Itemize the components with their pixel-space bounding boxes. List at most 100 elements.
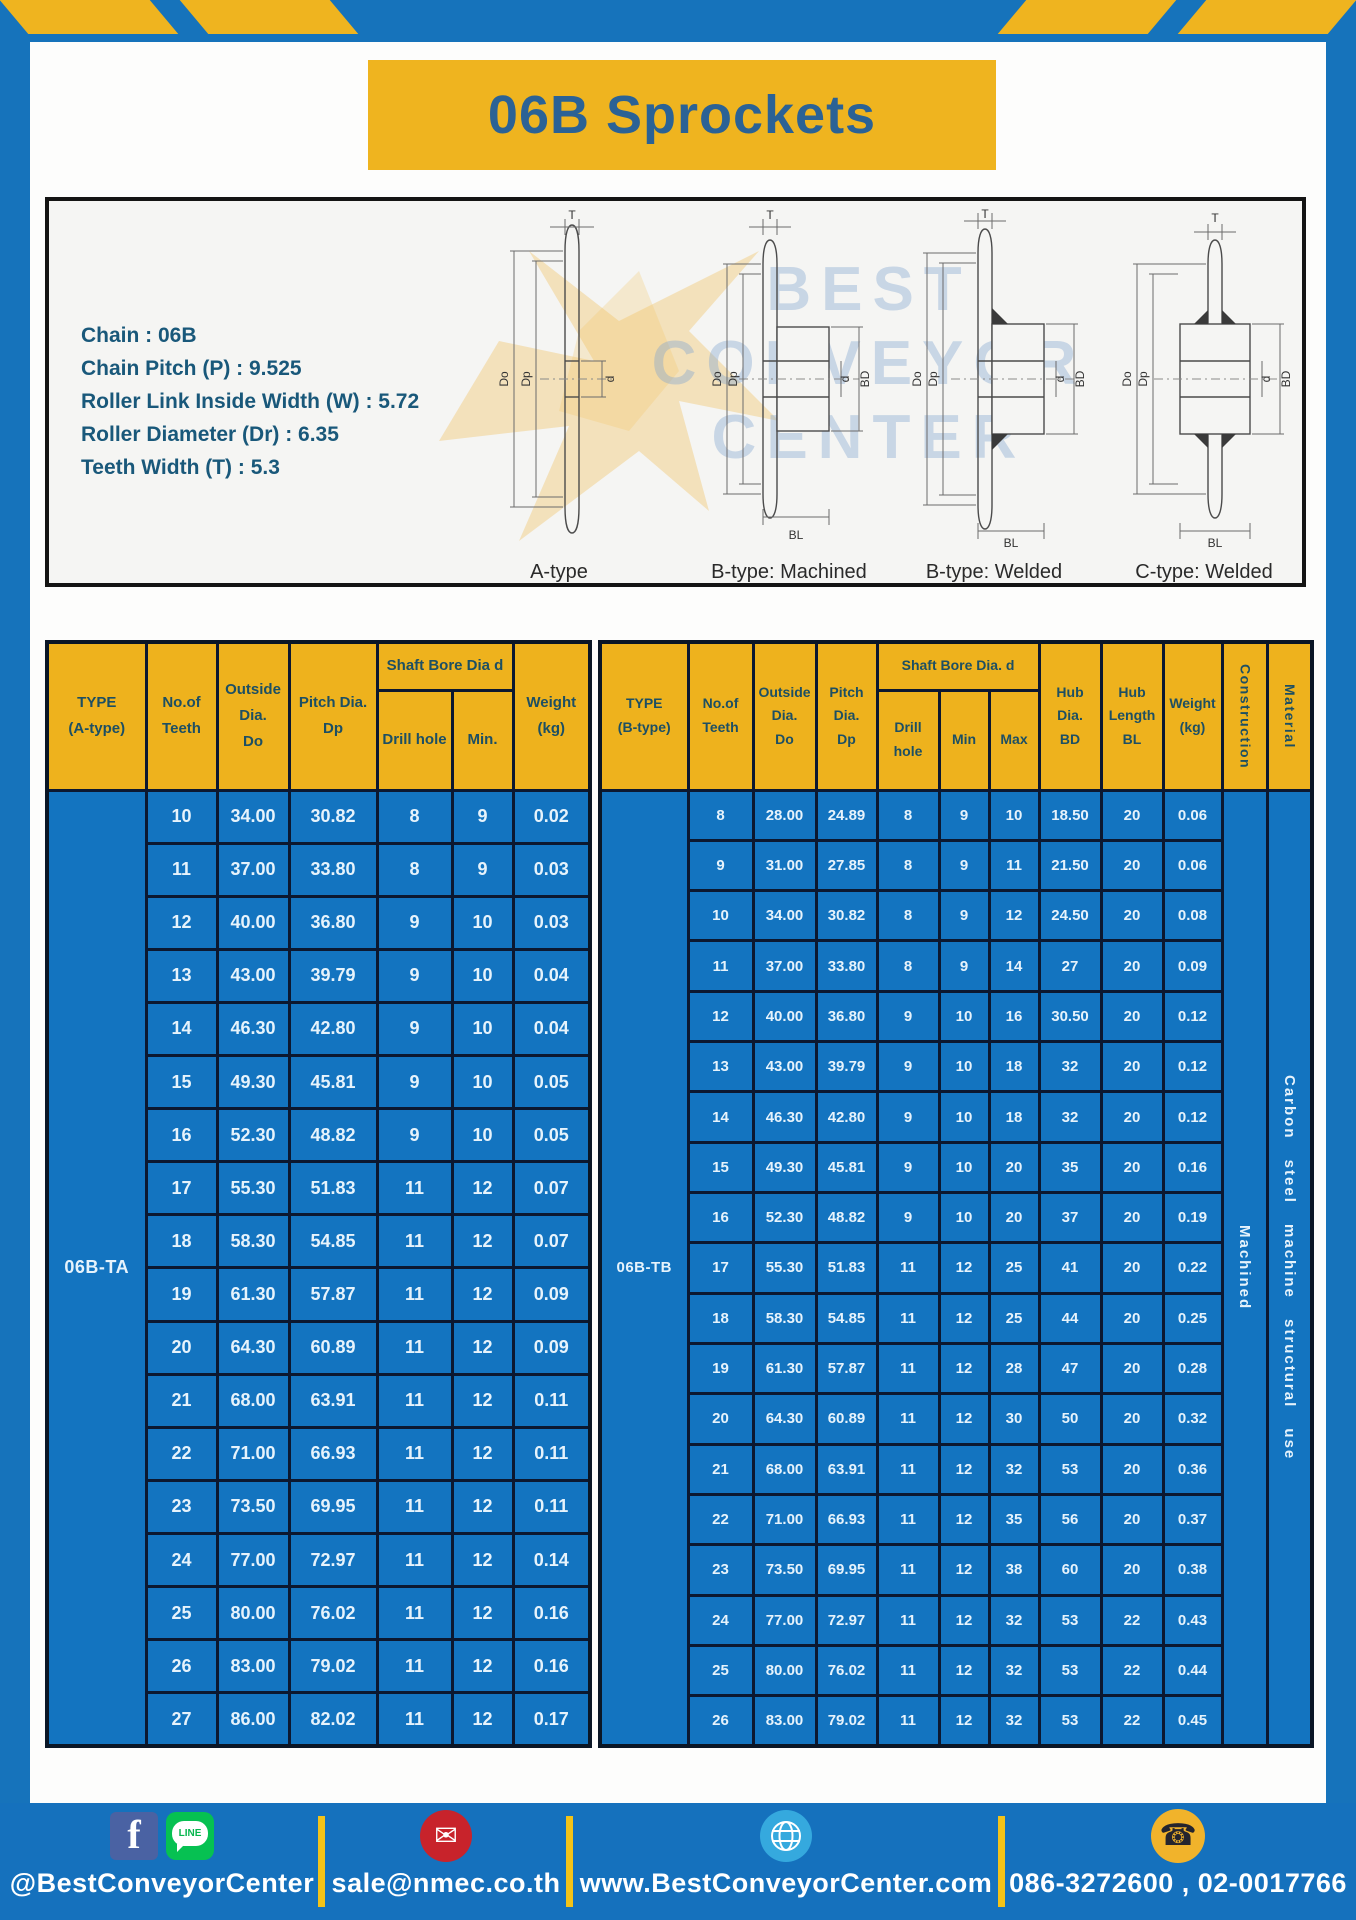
data-cell: 0.04	[511, 1000, 592, 1058]
data-cell: 14	[686, 1090, 755, 1144]
sprocket-table-a-type: TYPE (A-type) No.of Teeth Outside Dia. D…	[45, 640, 592, 1748]
data-cell: 22	[686, 1492, 755, 1547]
data-cell: 71.00	[215, 1425, 291, 1482]
data-cell: 30.50	[1037, 989, 1103, 1044]
data-cell: 9	[875, 1040, 941, 1094]
figure-label-a-type: A-type	[530, 561, 588, 583]
data-cell: 11	[144, 841, 219, 898]
data-cell: 79.02	[287, 1638, 379, 1695]
data-cell: 0.11	[511, 1372, 592, 1429]
data-cell: 32	[987, 1593, 1041, 1647]
col-header-construction: Construction	[1220, 640, 1269, 792]
table-row: 15 49.30 45.81 9 10 0.05	[47, 1054, 592, 1111]
svg-text:T: T	[766, 209, 774, 222]
data-cell: 9	[875, 1090, 941, 1144]
data-cell: 17	[144, 1160, 219, 1217]
data-cell: 9	[375, 894, 454, 951]
table-row: 21 68.00 63.91 11 12 0.11	[47, 1372, 592, 1429]
table-row: 10 34.00 30.82 8 9 12 24.50 20 0.08	[600, 889, 1312, 943]
table-b-body: 06B-TB 8 28.00 24.89 8 9 10 18.50 20 0.06 Machined…	[598, 788, 1314, 1748]
data-cell: 10	[686, 889, 755, 943]
sprocket-cross-section	[1154, 239, 1281, 519]
sprocket-table-b-type: TYPE (B-type) No.of Teeth Outside Dia. D…	[598, 640, 1315, 1748]
data-cell: 11	[375, 1266, 454, 1323]
data-cell: 0.07	[511, 1160, 592, 1217]
data-cell: 12	[450, 1532, 515, 1589]
data-cell: 42.80	[814, 1090, 879, 1144]
table-row: 22 71.00 66.93 11 12 0.11	[47, 1425, 592, 1482]
col-header-drill-hole: Drill hole	[375, 688, 454, 792]
data-cell: 0.06	[1161, 788, 1224, 842]
data-cell: 44	[1037, 1291, 1103, 1345]
decorative-stripe	[1177, 0, 1356, 34]
data-cell: 20	[1099, 838, 1165, 893]
table-row: 27 86.00 82.02 11 12 0.17	[47, 1691, 592, 1748]
data-cell: 20	[1099, 1090, 1165, 1144]
figure-label-c-welded: C-type: Welded	[1135, 561, 1273, 583]
data-cell: 12	[937, 1442, 991, 1496]
data-cell: 20	[1099, 1341, 1165, 1396]
data-cell: 82.02	[287, 1691, 379, 1748]
data-cell: 14	[987, 939, 1041, 993]
data-cell: 9	[937, 939, 991, 993]
data-cell: 11	[375, 1425, 454, 1482]
data-cell: 24.89	[814, 788, 879, 842]
data-cell: 79.02	[814, 1694, 879, 1748]
table-row: 16 52.30 48.82 9 10 0.05	[47, 1107, 592, 1164]
data-cell: 0.06	[1161, 838, 1224, 893]
footer-social-group: f LINE @BestConveyorCenter	[10, 1809, 314, 1899]
table-row: 17 55.30 51.83 11 12 25 41 20 0.22	[600, 1241, 1312, 1295]
data-cell: 20	[1099, 989, 1165, 1044]
data-cell: 69.95	[814, 1543, 879, 1597]
svg-text:Do: Do	[1120, 371, 1134, 387]
data-cell: 21	[144, 1372, 219, 1429]
data-cell: 10	[450, 947, 515, 1004]
col-header-outside-dia: Outside Dia. Do	[215, 640, 291, 792]
data-cell: 72.97	[814, 1593, 879, 1647]
data-cell: 71.00	[751, 1492, 818, 1547]
data-cell: 57.87	[287, 1266, 379, 1323]
data-cell: 20	[1099, 1291, 1165, 1345]
data-cell: 16	[987, 989, 1041, 1044]
data-cell: 0.04	[511, 947, 592, 1004]
footer-divider	[318, 1816, 325, 1907]
dimension-lines: T Do Dp d BD BL	[910, 209, 1087, 549]
svg-text:Dp: Dp	[1136, 371, 1150, 387]
table-a-header: TYPE (A-type) No.of Teeth Outside Dia. D…	[45, 640, 592, 792]
data-cell: 0.25	[1161, 1291, 1224, 1345]
data-cell: 53	[1037, 1643, 1103, 1698]
footer-divider	[566, 1816, 573, 1907]
data-cell: 22	[1099, 1694, 1165, 1748]
data-cell: 24.50	[1037, 889, 1103, 943]
table-row: 22 71.00 66.93 11 12 35 56 20 0.37	[600, 1492, 1312, 1547]
data-cell: 8	[875, 838, 941, 893]
table-row: 23 73.50 69.95 11 12 38 60 20 0.38	[600, 1543, 1312, 1597]
data-cell: 12	[450, 1478, 515, 1536]
col-header-max: Max	[987, 688, 1041, 792]
data-cell: 13	[686, 1040, 755, 1094]
data-cell: 21	[686, 1442, 755, 1496]
col-header-type: TYPE (A-type)	[45, 640, 148, 792]
svg-text:Dp: Dp	[519, 371, 533, 387]
spec-pitch: Chain Pitch (P) : 9.525	[81, 357, 302, 380]
data-cell: 18	[987, 1040, 1041, 1094]
footer-divider	[998, 1816, 1005, 1907]
facebook-icon: f	[110, 1812, 158, 1860]
data-cell: 24	[686, 1593, 755, 1647]
data-cell: 11	[875, 1593, 941, 1647]
data-cell: 0.02	[511, 788, 592, 845]
table-a-body: 06B-TA 10 34.00 30.82 8 9 0.02 11 37.00 33.80 8 9 0.…	[45, 788, 592, 1748]
data-cell: 55.30	[215, 1160, 291, 1217]
data-cell: 37.00	[215, 841, 291, 898]
data-cell: 33.80	[287, 841, 379, 898]
data-cell: 20	[987, 1140, 1041, 1195]
data-cell: 36.80	[287, 894, 379, 951]
table-row: 20 64.30 60.89 11 12 0.09	[47, 1319, 592, 1376]
data-cell: 51.83	[287, 1160, 379, 1217]
table-row: 26 83.00 79.02 11 12 0.16	[47, 1638, 592, 1695]
data-cell: 80.00	[751, 1643, 818, 1698]
data-cell: 20	[1099, 1442, 1165, 1496]
sprocket-figure-c-welded: T Do Dp d BD BL C-type: Welde	[1109, 209, 1299, 583]
data-cell: 10	[987, 788, 1041, 842]
